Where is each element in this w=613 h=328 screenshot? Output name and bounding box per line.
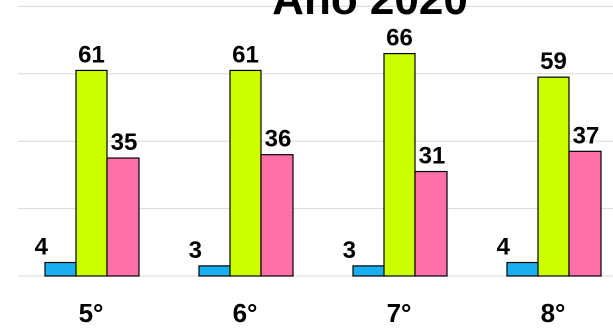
bar-s1-2 bbox=[352, 265, 386, 277]
category-label-0: 5° bbox=[79, 298, 104, 328]
category-label-1: 6° bbox=[233, 298, 258, 328]
data-label-s3-3: 37 bbox=[573, 122, 600, 149]
data-label-s2-0: 61 bbox=[78, 41, 105, 68]
bar-s2-0 bbox=[75, 69, 108, 277]
data-label-s3-1: 36 bbox=[265, 126, 292, 153]
data-label-s2-1: 61 bbox=[232, 41, 259, 68]
bar-s3-3 bbox=[568, 150, 602, 277]
bar-s2-2 bbox=[383, 52, 416, 277]
bar-s1-0 bbox=[44, 261, 78, 277]
data-label-s2-2: 66 bbox=[386, 25, 413, 52]
category-labels: 5° 6° 7° 8° bbox=[79, 298, 566, 328]
bar-s3-0 bbox=[106, 157, 140, 277]
bar-s2-1 bbox=[229, 69, 262, 277]
data-label-s1-1: 3 bbox=[189, 237, 202, 264]
bar-s3-1 bbox=[260, 154, 294, 277]
category-label-3: 8° bbox=[541, 298, 566, 328]
bar-s1-3 bbox=[506, 261, 540, 277]
data-label-s2-3: 59 bbox=[540, 48, 567, 75]
bar-s2-3 bbox=[537, 76, 570, 277]
data-label-s1-0: 4 bbox=[35, 234, 49, 261]
bar-s3-2 bbox=[414, 170, 448, 277]
data-label-s3-2: 31 bbox=[419, 143, 446, 170]
chart-title: Año 2020 bbox=[272, 0, 468, 24]
data-label-s1-2: 3 bbox=[343, 237, 356, 264]
data-labels: 4 61 35 3 61 36 3 66 31 4 59 37 bbox=[35, 25, 600, 264]
data-label-s1-3: 4 bbox=[497, 234, 511, 261]
category-label-2: 7° bbox=[387, 298, 412, 328]
data-label-s3-0: 35 bbox=[111, 129, 138, 156]
bars bbox=[44, 52, 602, 277]
bar-s1-1 bbox=[198, 265, 232, 277]
